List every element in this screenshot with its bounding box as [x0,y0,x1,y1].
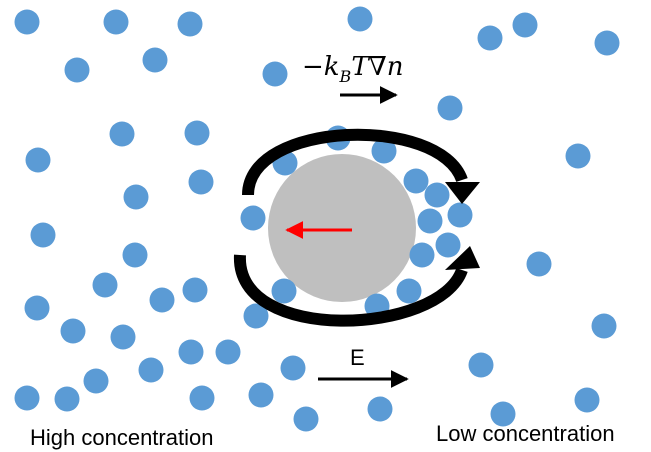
top-flow-arrowhead [445,182,480,204]
solute-particle [243,303,269,329]
colloid-sphere [268,154,416,302]
solute-particle [83,368,109,394]
solute-particle [396,278,422,304]
solute-particles [14,6,620,432]
solute-particle [14,385,40,411]
solute-particle [512,12,538,38]
top-flow-arrow [242,128,468,196]
solute-particle [424,182,450,208]
solute-particle [25,147,51,173]
solute-particle [122,242,148,268]
solute-particle [591,313,617,339]
solute-particle [109,121,135,147]
solute-particle [280,355,306,381]
solute-particle [437,95,463,121]
solute-particle [574,387,600,413]
low-concentration-label: Low concentration [436,421,615,446]
solute-particle [92,272,118,298]
solute-particle [110,324,136,350]
solute-particle [248,382,274,408]
bottom-flow-arrow [233,254,468,327]
solute-particle [435,232,461,258]
field-label: E [350,345,365,370]
solute-particle [177,11,203,37]
solute-particle [293,406,319,432]
solute-particle [123,184,149,210]
solute-particle [477,25,503,51]
solute-particle [103,9,129,35]
bottom-flow-arrowhead [445,246,480,270]
solute-particle [215,339,241,365]
solute-particle [526,251,552,277]
solute-particle [271,278,297,304]
solute-particle [138,357,164,383]
solute-particle [417,208,443,234]
solute-particle [142,47,168,73]
solute-particle [468,352,494,378]
solute-particle [347,6,373,32]
solute-particle [24,295,50,321]
solute-particle [490,401,516,427]
solute-particle [240,205,266,231]
solute-particle [182,277,208,303]
solute-particle [409,242,435,268]
solute-particle [178,339,204,365]
solute-particle [403,168,429,194]
high-concentration-label: High concentration [30,425,213,450]
flow-arrows [233,128,480,327]
solute-particle [64,57,90,83]
solute-particle [262,61,288,87]
solute-particle [60,318,86,344]
solute-particle [565,143,591,169]
solute-particle [594,30,620,56]
solute-particle [447,202,473,228]
solute-particle [149,287,175,313]
solute-particle [184,120,210,146]
solute-particle [367,396,393,422]
solute-particle [371,138,397,164]
solute-particle [188,169,214,195]
solute-particle [189,385,215,411]
solute-particle [30,222,56,248]
gradient-force-label: −kBT∇n [302,52,404,86]
solute-particle [54,386,80,412]
solute-particle [14,9,40,35]
